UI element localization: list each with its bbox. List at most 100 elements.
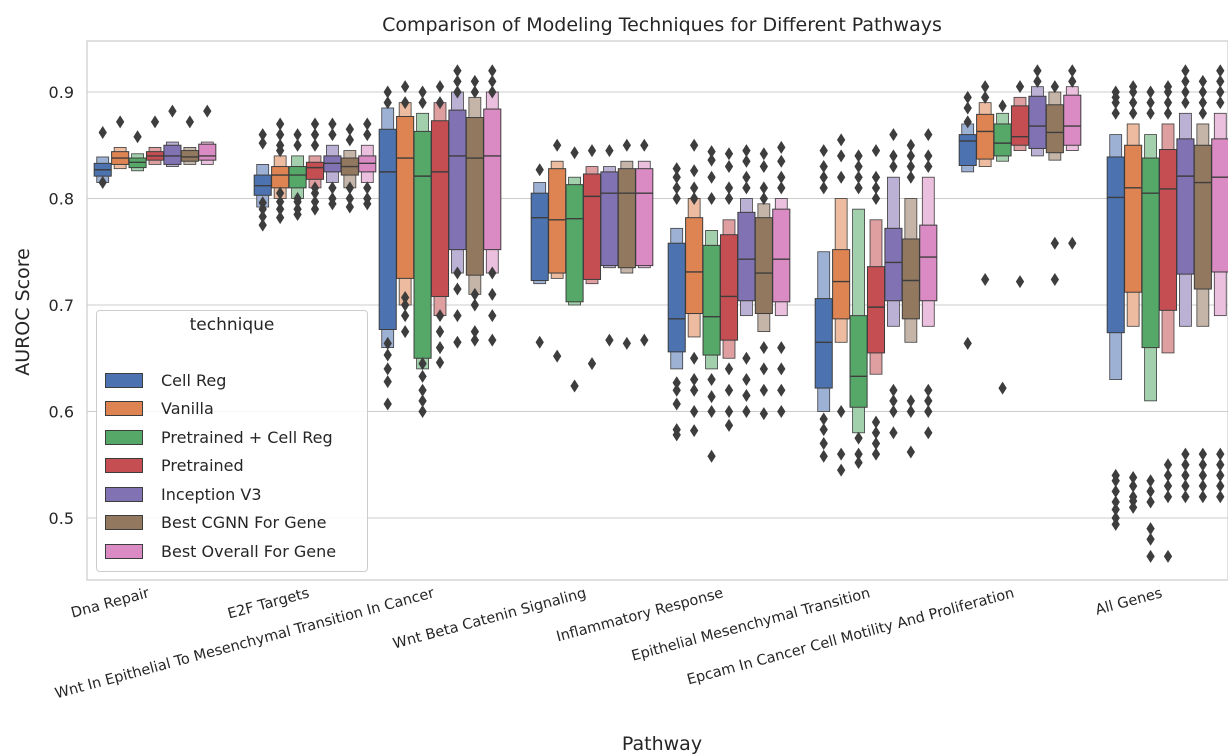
- outlier-6-5-2: [924, 394, 933, 408]
- outlier-6-5-0: [924, 426, 933, 440]
- outlier-5-7-0: [1198, 490, 1208, 504]
- outlier-2-7-0: [1146, 549, 1155, 563]
- outlier-1-4-6: [689, 181, 699, 195]
- outlier-0-7-7: [1111, 106, 1120, 120]
- box-5-6: [1045, 104, 1064, 154]
- outlier-6-2-0: [488, 333, 497, 347]
- legend-label-0: Cell Reg: [161, 370, 227, 390]
- outlier-2-5-1: [854, 447, 863, 461]
- outlier-0-2-2: [383, 362, 392, 376]
- outlier-1-2-0: [400, 325, 410, 339]
- outlier-6-4-3: [777, 341, 786, 355]
- outlier-4-7-5: [1181, 96, 1190, 110]
- outlier-2-7-7: [1146, 96, 1155, 110]
- outlier-6-4-0: [777, 405, 786, 418]
- outlier-5-2-0: [470, 333, 480, 347]
- outlier-0-4-1: [672, 423, 681, 437]
- box-0-2: [378, 128, 397, 330]
- outlier-5-2-2: [470, 298, 480, 312]
- box-6-2: [483, 108, 502, 251]
- y-tick-label-2: 0.7: [49, 296, 74, 315]
- outlier-5-7-6: [1198, 96, 1208, 110]
- outlier-6-2-1: [488, 309, 497, 323]
- outlier-3-4-2: [724, 383, 734, 397]
- box-4-5: [884, 227, 903, 302]
- outlier-2-2-5: [418, 96, 427, 110]
- legend-swatch-5: [105, 515, 143, 530]
- outlier-4-7-1: [1181, 479, 1190, 493]
- outlier-6-2-5: [488, 74, 497, 88]
- outlier-3-2-2: [435, 325, 445, 339]
- outlier-6-1-2: [363, 181, 372, 195]
- outlier-0-0-0: [98, 176, 107, 190]
- outlier-3-4-3: [724, 362, 734, 376]
- legend: technique Cell Reg Vanilla Pretrained + Ce…: [96, 310, 368, 572]
- outlier-4-3-1: [605, 144, 614, 158]
- outlier-3-6-1: [1015, 80, 1025, 94]
- outlier-2-6-1: [998, 99, 1007, 113]
- outlier-0-1-4: [258, 136, 267, 150]
- outlier-1-1-6: [275, 128, 285, 142]
- outlier-3-2-3: [435, 309, 445, 323]
- outlier-1-6-1: [980, 90, 990, 104]
- outlier-0-5-2: [819, 423, 828, 437]
- outlier-5-6-2: [1050, 80, 1060, 94]
- box-2-1: [288, 166, 307, 189]
- outlier-5-3-1: [622, 138, 632, 152]
- outlier-0-1-5: [258, 128, 267, 142]
- legend-swatch-3: [105, 458, 143, 473]
- box-5-3: [617, 168, 636, 269]
- outlier-5-7-3: [1198, 458, 1208, 472]
- outlier-4-4-2: [742, 373, 751, 387]
- box-6-5: [919, 224, 938, 302]
- legend-label-1: Vanilla: [161, 399, 214, 418]
- outlier-4-5-2: [889, 394, 898, 408]
- outlier-2-4-6: [707, 153, 716, 167]
- outlier-6-4-6: [777, 154, 786, 168]
- outlier-5-1-4: [345, 122, 355, 136]
- outlier-4-7-4: [1181, 447, 1190, 461]
- outlier-2-5-5: [854, 160, 863, 174]
- box-3-6: [1010, 105, 1030, 146]
- outlier-3-4-7: [724, 147, 734, 161]
- outlier-3-5-3: [871, 415, 881, 429]
- x-tick-label-1: E2F Targets: [226, 585, 311, 622]
- outlier-6-6-0: [1068, 236, 1077, 250]
- outlier-5-5-0: [906, 445, 916, 459]
- outlier-4-7-3: [1181, 458, 1190, 472]
- outlier-2-4-5: [707, 170, 716, 184]
- outlier-0-5-3: [819, 412, 828, 426]
- outlier-6-5-1: [924, 405, 933, 418]
- outlier-0-6-0: [963, 336, 972, 350]
- outlier-4-1-1: [328, 192, 337, 205]
- outlier-5-1-3: [345, 133, 355, 147]
- box-2-2: [413, 130, 432, 359]
- outlier-0-1-3: [258, 196, 267, 210]
- y-axis-label: AUROC Score: [12, 248, 34, 376]
- box-1-7: [1124, 144, 1143, 293]
- box-2-5: [849, 315, 868, 408]
- outlier-6-5-5: [924, 149, 933, 163]
- outlier-2-1-5: [293, 128, 302, 142]
- legend-swatch-6: [105, 543, 143, 559]
- outlier-5-6-1: [1050, 236, 1060, 250]
- box-3-3: [582, 173, 602, 280]
- outlier-1-1-5: [275, 138, 285, 152]
- outlier-0-4-2: [672, 397, 681, 411]
- outlier-5-4-3: [759, 341, 769, 355]
- outlier-0-2-5: [383, 96, 392, 110]
- outlier-1-5-3: [836, 170, 846, 184]
- outlier-6-4-1: [777, 383, 786, 397]
- legend-swatch-2: [105, 429, 143, 445]
- outlier-0-7-10: [1111, 85, 1120, 99]
- outlier-0-5-5: [819, 170, 828, 184]
- y-ticks: 0.5 0.6 0.7 0.8 0.9: [49, 83, 74, 528]
- outlier-6-4-7: [777, 140, 786, 154]
- legend-item-2: Pretrained + Cell Reg: [105, 426, 333, 448]
- outlier-5-1-2: [345, 181, 355, 195]
- box-0-3: [530, 192, 549, 282]
- outlier-5-5-1: [906, 405, 916, 418]
- box-4-3: [600, 171, 619, 267]
- outlier-4-5-0: [889, 426, 898, 440]
